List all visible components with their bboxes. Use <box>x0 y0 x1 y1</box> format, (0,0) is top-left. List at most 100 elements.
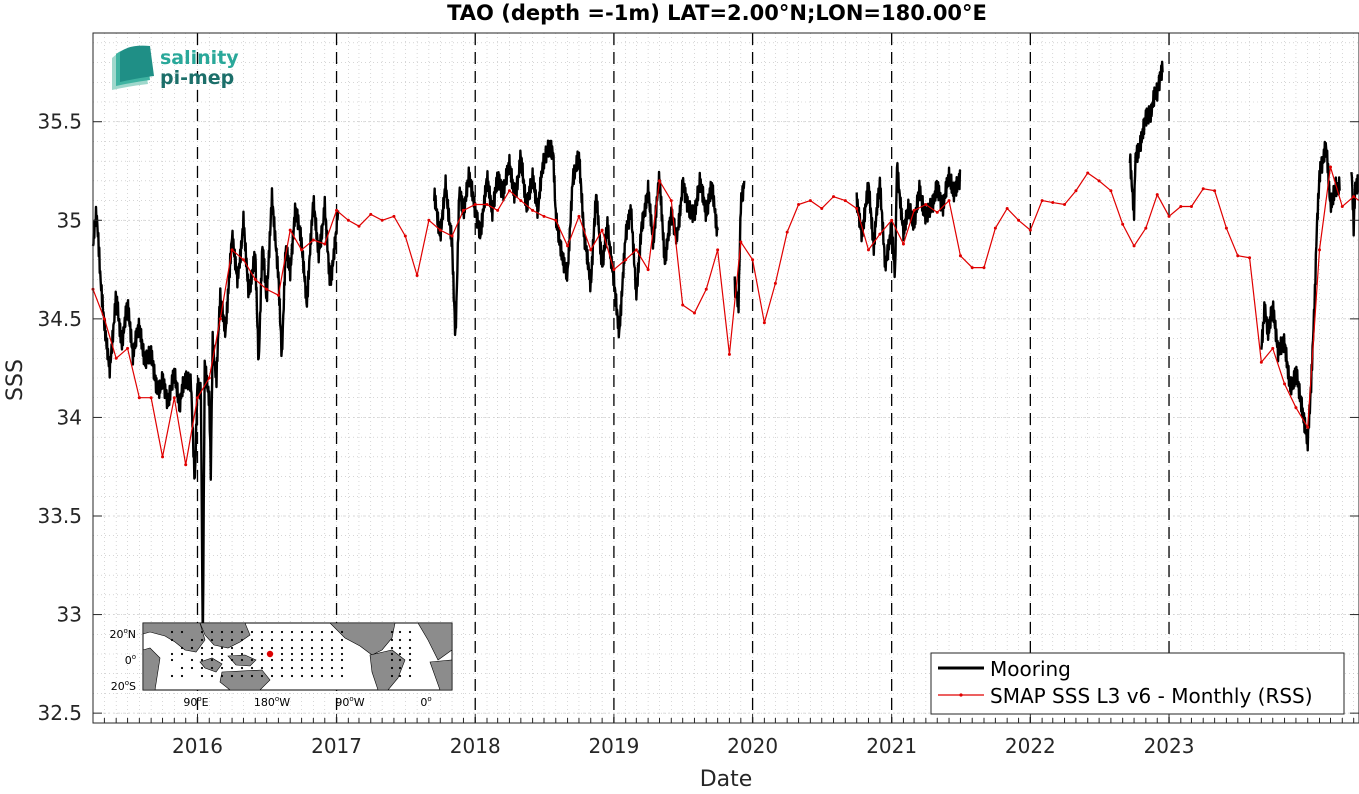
inset-mooring-dot <box>211 667 213 669</box>
inset-mooring-dot <box>211 653 213 655</box>
inset-mooring-dot <box>261 653 263 655</box>
inset-mooring-dot <box>399 631 401 633</box>
smap-data-point <box>184 463 187 466</box>
x-tick-label: 2019 <box>588 734 639 758</box>
smap-data-point <box>1352 195 1355 198</box>
inset-mooring-dot <box>191 639 193 641</box>
smap-data-point <box>982 266 985 269</box>
svg-text:90oE: 90oE <box>183 695 208 709</box>
inset-mooring-dot <box>409 639 411 641</box>
inset-mooring-dot <box>399 653 401 655</box>
inset-mooring-dot <box>181 667 183 669</box>
smap-data-point <box>1294 406 1297 409</box>
smap-data-point <box>312 239 315 242</box>
inset-mooring-dot <box>291 647 293 649</box>
smap-data-point <box>161 455 164 458</box>
inset-lat-label-3: 20 <box>111 680 125 693</box>
inset-mooring-dot <box>251 653 253 655</box>
inset-mooring-dot <box>409 659 411 661</box>
inset-mooring-dot <box>221 647 223 649</box>
inset-mooring-dot <box>221 653 223 655</box>
smap-data-point <box>1190 205 1193 208</box>
inset-mooring-dot <box>251 675 253 677</box>
inset-mooring-dot <box>301 653 303 655</box>
inset-lon-label-3: 90 <box>335 696 349 709</box>
inset-mooring-dot <box>301 631 303 633</box>
inset-mooring-dot <box>271 675 273 677</box>
inset-mooring-dot <box>409 631 411 633</box>
smap-data-point <box>1063 203 1066 206</box>
smap-data-point <box>357 225 360 228</box>
inset-mooring-dot <box>311 639 313 641</box>
smap-data-point <box>959 254 962 257</box>
inset-mooring-dot <box>251 639 253 641</box>
inset-mooring-dot <box>391 647 393 649</box>
smap-data-point <box>486 203 489 206</box>
station-marker <box>267 651 273 657</box>
smap-data-point <box>844 199 847 202</box>
inset-mooring-dot <box>261 675 263 677</box>
inset-mooring-dot <box>291 675 293 677</box>
inset-mooring-dot <box>311 631 313 633</box>
inset-mooring-dot <box>221 667 223 669</box>
inset-mooring-dot <box>331 631 333 633</box>
inset-mooring-dot <box>341 639 343 641</box>
x-tick-label: 2021 <box>866 734 917 758</box>
smap-data-point <box>658 179 661 182</box>
inset-mooring-dot <box>181 631 183 633</box>
smap-data-point <box>716 248 719 251</box>
smap-data-point <box>1006 207 1009 210</box>
y-tick-label: 33.5 <box>37 504 82 528</box>
legend-label-smap: SMAP SSS L3 v6 - Monthly (RSS) <box>990 684 1313 708</box>
inset-mooring-dot <box>221 675 223 677</box>
inset-mooring-dot <box>391 653 393 655</box>
inset-mooring-dot <box>241 653 243 655</box>
smap-data-point <box>427 219 430 222</box>
inset-mooring-dot <box>181 653 183 655</box>
inset-mooring-dot <box>211 659 213 661</box>
inset-mooring-dot <box>409 667 411 669</box>
smap-data-point <box>115 357 118 360</box>
smap-data-point <box>254 278 257 281</box>
smap-data-point <box>913 209 916 212</box>
smap-data-point <box>774 282 777 285</box>
smap-data-point <box>1041 199 1044 202</box>
inset-mooring-dot <box>261 639 263 641</box>
inset-mooring-dot <box>201 639 203 641</box>
x-tick-label: 2016 <box>172 734 223 758</box>
x-axis-label: Date <box>700 767 753 790</box>
inset-mooring-dot <box>331 659 333 661</box>
inset-mooring-dot <box>231 653 233 655</box>
smap-data-point <box>1121 223 1124 226</box>
y-tick-label: 35.5 <box>37 110 82 134</box>
inset-mooring-dot <box>301 675 303 677</box>
inset-mooring-dot <box>251 631 253 633</box>
inset-lon-suffix-3: W <box>354 696 365 709</box>
inset-mooring-dot <box>261 667 263 669</box>
inset-mooring-dot <box>231 647 233 649</box>
smap-data-point <box>173 396 176 399</box>
inset-mooring-dot <box>341 659 343 661</box>
smap-data-point <box>208 377 211 380</box>
x-tick-label: 2018 <box>450 734 501 758</box>
smap-data-point <box>265 288 268 291</box>
inset-mooring-dot <box>281 659 283 661</box>
smap-data-point <box>705 288 708 291</box>
inset-mooring-dot <box>261 659 263 661</box>
smap-data-point <box>1202 187 1205 190</box>
smap-data-point <box>693 311 696 314</box>
inset-mooring-dot <box>241 631 243 633</box>
x-tick-label: 2022 <box>1005 734 1056 758</box>
smap-data-point <box>277 294 280 297</box>
smap-data-point <box>994 227 997 230</box>
inset-mooring-dot <box>341 647 343 649</box>
inset-mooring-dot <box>171 659 173 661</box>
smap-data-point <box>670 199 673 202</box>
inset-mooring-dot <box>391 667 393 669</box>
inset-mooring-dot <box>391 631 393 633</box>
smap-data-point <box>439 229 442 232</box>
smap-data-point <box>1017 219 1020 222</box>
smap-data-point <box>751 258 754 261</box>
inset-mooring-dot <box>321 675 323 677</box>
inset-mooring-dot <box>321 647 323 649</box>
